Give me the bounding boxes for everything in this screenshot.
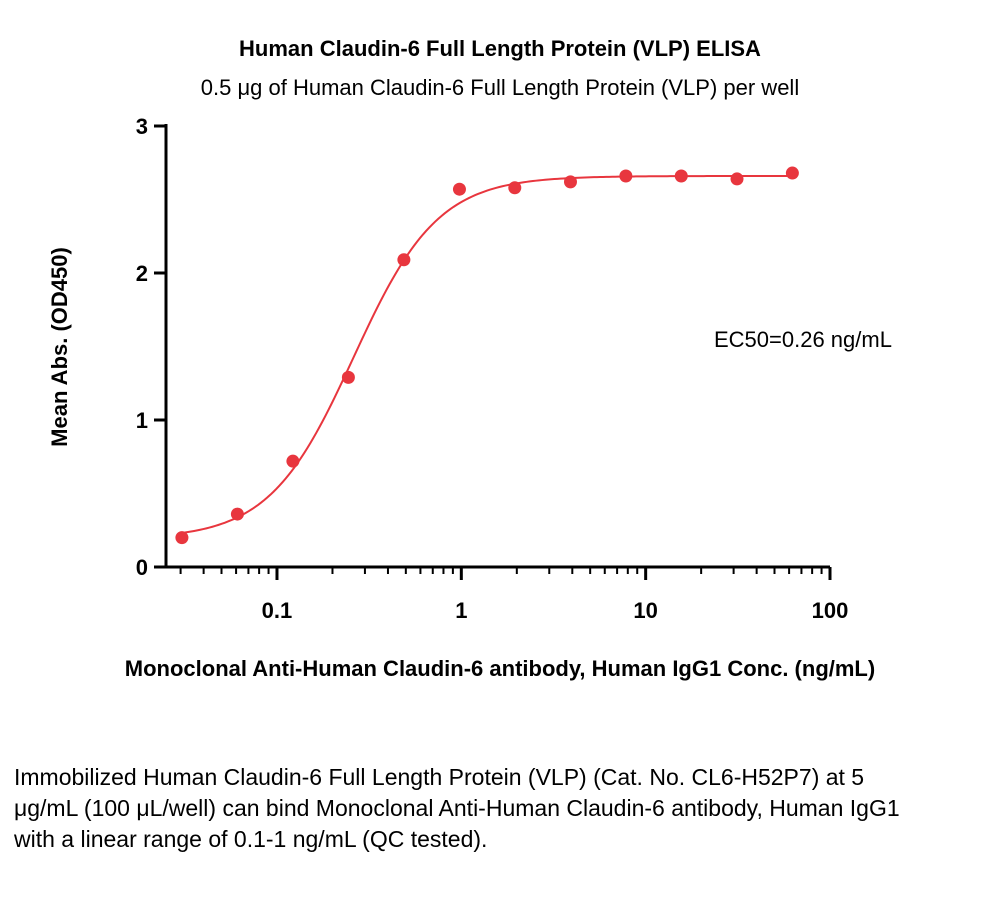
x-tick-label: 100 [812,598,849,623]
y-axis-label: Mean Abs. (OD450) [47,247,72,447]
data-point [230,507,244,521]
chart-subtitle: 0.5 μg of Human Claudin-6 Full Length Pr… [201,75,799,100]
data-points [175,166,799,545]
data-point [619,169,633,183]
x-tick-label: 1 [455,598,467,623]
chart-title: Human Claudin-6 Full Length Protein (VLP… [239,36,761,61]
x-axis-label: Monoclonal Anti-Human Claudin-6 antibody… [125,656,875,681]
x-tick-label: 0.1 [262,598,293,623]
ec50-annotation: EC50=0.26 ng/mL [714,327,892,352]
data-point [674,169,688,183]
y-tick-label: 1 [136,408,148,433]
y-tick-label: 2 [136,261,148,286]
fit-curve [181,174,793,534]
y-tick-label: 3 [136,114,148,139]
figure-caption: Immobilized Human Claudin-6 Full Length … [14,764,900,852]
data-point [175,531,189,545]
data-point [730,172,744,186]
axes: 0 1 2 3 0.1 1 10 100 [136,114,849,623]
data-point [508,181,522,195]
data-point [286,454,300,468]
data-point [785,166,799,180]
elisa-chart: Human Claudin-6 Full Length Protein (VLP… [47,36,892,681]
x-tick-label: 10 [633,598,657,623]
data-point [452,182,466,196]
y-tick-label: 0 [136,555,148,580]
data-point [563,175,577,189]
data-point [341,370,355,384]
fit-curve-layer [181,174,793,534]
data-point [397,253,411,267]
